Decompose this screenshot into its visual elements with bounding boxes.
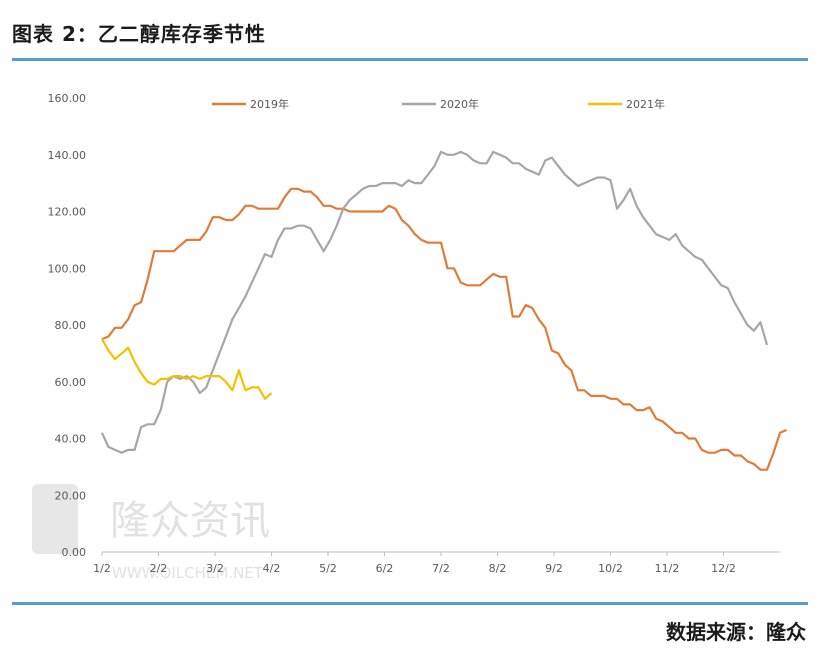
- y-tick-label: 160.00: [48, 92, 87, 105]
- data-source: 数据来源：隆众: [666, 620, 806, 644]
- y-tick-label: 60.00: [55, 376, 87, 389]
- x-tick-label: 9/2: [545, 562, 563, 575]
- top-divider: [12, 58, 808, 61]
- series-line-2020年: [100, 150, 769, 454]
- chart-legend: 2019年 2020年 2021年: [212, 97, 665, 111]
- x-tick-label: 2/2: [150, 562, 168, 575]
- watermark-url: WWW.OILCHEM.NET: [112, 564, 264, 582]
- y-tick-label: 100.00: [48, 262, 87, 275]
- chart-title: 图表 2：乙二醇库存季节性: [12, 22, 266, 46]
- legend-label: 2021年: [626, 97, 665, 111]
- y-tick-label: 20.00: [55, 489, 87, 502]
- x-tick-label: 3/2: [206, 562, 224, 575]
- x-tick-label: 10/2: [598, 562, 623, 575]
- series-line-2019年: [101, 187, 787, 471]
- watermark: 隆众资讯 WWW.OILCHEM.NET: [32, 484, 270, 582]
- y-tick-label: 120.00: [48, 206, 87, 219]
- watermark-logo-icon: [32, 484, 78, 554]
- y-tick-label: 0.00: [62, 546, 87, 559]
- y-tick-label: 140.00: [48, 149, 87, 162]
- chart-series: [100, 150, 787, 471]
- x-tick-label: 11/2: [655, 562, 680, 575]
- chart-axes: 0.00 20.00 40.00 60.00 80.00 100.00 120.00 140.…: [48, 92, 780, 575]
- x-tick-label: 7/2: [432, 562, 450, 575]
- x-tick-label: 6/2: [376, 562, 394, 575]
- x-tick-label: 8/2: [489, 562, 507, 575]
- bottom-divider: [12, 602, 808, 605]
- x-tick-label: 5/2: [319, 562, 337, 575]
- watermark-brand: 隆众资讯: [110, 498, 270, 544]
- legend-label: 2020年: [440, 97, 479, 111]
- x-tick-label: 12/2: [711, 562, 736, 575]
- x-tick-label: 1/2: [93, 562, 111, 575]
- line-chart: 隆众资讯 WWW.OILCHEM.NET 0.00 20.00 40.00 60.00…: [32, 92, 787, 582]
- series-line-2021年: [101, 338, 273, 400]
- y-tick-label: 40.00: [55, 433, 87, 446]
- x-tick-label: 4/2: [263, 562, 281, 575]
- legend-label: 2019年: [250, 97, 289, 111]
- y-tick-label: 80.00: [55, 319, 87, 332]
